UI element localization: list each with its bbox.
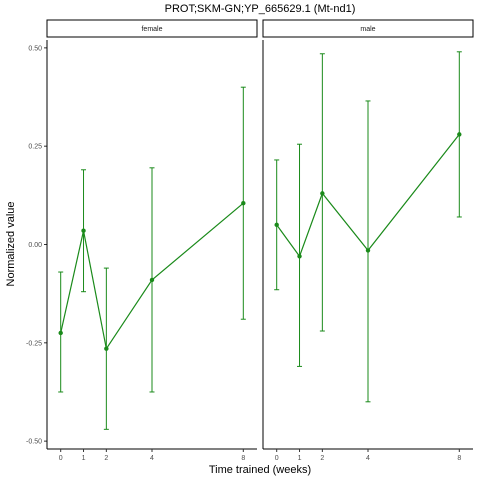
x-tick-label: 4: [366, 455, 370, 462]
facet-panels: 0.50 0.25 0.00 -0.25 -0.50 female 0 1 2 4 8 male 0 1 2…: [26, 19, 474, 462]
data-point: [320, 191, 325, 196]
strip-box: [262, 19, 474, 38]
y-tick-label: 0.00: [28, 242, 42, 249]
panel-male: male 0 1 2 4 8: [262, 19, 474, 462]
data-point: [241, 201, 246, 206]
data-point: [104, 346, 109, 351]
strip-label-male: male: [360, 26, 375, 33]
data-point: [297, 254, 302, 259]
chart-title: PROT;SKM-GN;YP_665629.1 (Mt-nd1): [165, 3, 356, 15]
data-point: [58, 330, 63, 336]
data-point: [81, 228, 86, 233]
x-tick-label: 4: [150, 455, 154, 462]
x-tick-label: 0: [275, 455, 279, 462]
data-point: [457, 132, 462, 137]
strip-box: [46, 19, 258, 38]
y-tick-label: -0.25: [26, 340, 42, 347]
y-tick-label: 0.25: [28, 144, 42, 151]
x-tick-label: 1: [82, 455, 86, 462]
strip-label-female: female: [141, 26, 162, 33]
y-tick-label: -0.50: [26, 439, 42, 446]
data-point: [274, 222, 279, 228]
x-tick-label: 0: [59, 455, 63, 462]
data-point: [149, 277, 155, 283]
panel-female: female 0 1 2 4 8: [46, 19, 258, 462]
y-axis-label: Normalized value: [5, 202, 17, 287]
x-tick-label: 2: [104, 455, 108, 462]
x-tick-label: 2: [320, 455, 324, 462]
data-point: [365, 248, 371, 253]
x-axis-label: Time trained (weeks): [209, 464, 311, 476]
x-tick-label: 8: [457, 455, 461, 462]
y-tick-label: 0.50: [28, 45, 42, 52]
x-tick-label: 8: [241, 455, 245, 462]
x-tick-label: 1: [298, 455, 302, 462]
